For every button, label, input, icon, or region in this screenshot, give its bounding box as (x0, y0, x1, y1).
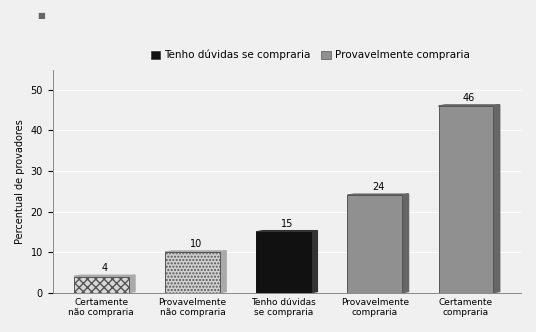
Bar (74, 277, 129, 293)
Bar (165, 252, 220, 293)
Polygon shape (220, 251, 226, 293)
Polygon shape (347, 194, 408, 195)
Text: 46: 46 (463, 93, 475, 103)
Bar (347, 195, 402, 293)
Text: 15: 15 (281, 219, 293, 229)
Text: 4: 4 (101, 263, 108, 273)
Polygon shape (256, 231, 317, 232)
Polygon shape (438, 105, 500, 106)
Polygon shape (74, 275, 135, 277)
Polygon shape (129, 275, 135, 293)
Polygon shape (402, 194, 408, 293)
Text: 10: 10 (190, 239, 202, 249)
Legend: Tenho dúvidas se compraria, Provavelmente compraria: Tenho dúvidas se compraria, Provavelment… (147, 46, 474, 65)
Polygon shape (493, 105, 500, 293)
Polygon shape (311, 231, 317, 293)
Y-axis label: Percentual de provadores: Percentual de provadores (15, 119, 25, 244)
Text: ■: ■ (38, 11, 46, 20)
Text: 24: 24 (372, 182, 384, 192)
Polygon shape (165, 251, 226, 252)
Bar (438, 106, 493, 293)
Bar (256, 232, 311, 293)
